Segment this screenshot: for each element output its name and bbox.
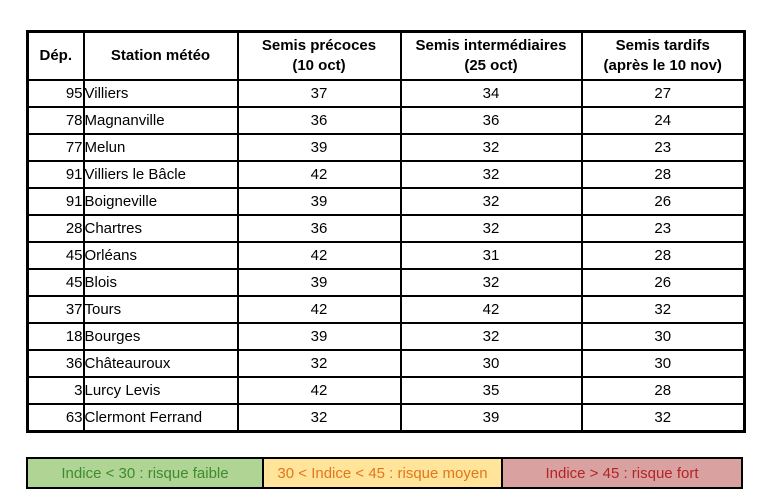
station-cell: Châteauroux [82, 349, 239, 378]
column-header-semis-tardifs-label: Semis tardifs [615, 37, 710, 54]
semis-precoces-cell: 42 [236, 376, 402, 405]
semis-precoces-cell: 39 [236, 133, 402, 162]
semis-tardifs-cell: 32 [580, 403, 746, 433]
station-cell: Melun [82, 133, 239, 162]
column-header-semis-intermediaires-sublabel: (25 oct) [464, 57, 518, 74]
semis-precoces-cell: 42 [236, 295, 402, 324]
semis-intermediaires-cell: 32 [399, 133, 583, 162]
semis-intermediaires-cell: 36 [399, 106, 583, 135]
semis-tardifs-cell: 28 [580, 160, 746, 189]
semis-intermediaires-cell: 35 [399, 376, 583, 405]
semis-precoces-cell: 42 [236, 241, 402, 270]
table-row: 78 Magnanville 36 36 24 [26, 106, 746, 135]
dep-cell: 37 [26, 295, 85, 324]
station-cell: Clermont Ferrand [82, 403, 239, 433]
semis-intermediaires-cell: 30 [399, 349, 583, 378]
table-row: 45 Orléans 42 31 28 [26, 241, 746, 270]
semis-tardifs-cell: 24 [580, 106, 746, 135]
table-row: 37 Tours 42 42 32 [26, 295, 746, 324]
table-row: 91 Boigneville 39 32 26 [26, 187, 746, 216]
station-cell: Blois [82, 268, 239, 297]
table-row: 36 Châteauroux 32 30 30 [26, 349, 746, 378]
semis-tardifs-cell: 23 [580, 133, 746, 162]
legend-item-risque-fort: Indice > 45 : risque fort [503, 457, 743, 489]
dep-cell: 45 [26, 268, 85, 297]
semis-precoces-cell: 42 [236, 160, 402, 189]
semis-tardifs-cell: 32 [580, 295, 746, 324]
table-row: 77 Melun 39 32 23 [26, 133, 746, 162]
semis-tardifs-cell: 23 [580, 214, 746, 243]
legend-item-risque-moyen: 30 < Indice < 45 : risque moyen [264, 457, 503, 489]
station-cell: Orléans [82, 241, 239, 270]
table-row: 18 Bourges 39 32 30 [26, 322, 746, 351]
column-header-dep: Dép. [26, 30, 85, 81]
semis-intermediaires-cell: 34 [399, 79, 583, 108]
risk-legend: Indice < 30 : risque faible 30 < Indice … [26, 457, 743, 489]
semis-intermediaires-cell: 31 [399, 241, 583, 270]
semis-precoces-cell: 37 [236, 79, 402, 108]
semis-tardifs-cell: 26 [580, 268, 746, 297]
semis-intermediaires-cell: 39 [399, 403, 583, 433]
column-header-semis-tardifs: Semis tardifs (après le 10 nov) [580, 30, 746, 81]
station-cell: Chartres [82, 214, 239, 243]
table-row: 28 Chartres 36 32 23 [26, 214, 746, 243]
semis-precoces-cell: 32 [236, 403, 402, 433]
column-header-dep-label: Dép. [39, 47, 72, 64]
semis-intermediaires-cell: 42 [399, 295, 583, 324]
semis-precoces-cell: 39 [236, 322, 402, 351]
dep-cell: 3 [26, 376, 85, 405]
semis-precoces-cell: 36 [236, 214, 402, 243]
semis-intermediaires-cell: 32 [399, 160, 583, 189]
table-row: 3 Lurcy Levis 42 35 28 [26, 376, 746, 405]
station-cell: Villiers [82, 79, 239, 108]
station-cell: Lurcy Levis [82, 376, 239, 405]
semis-tardifs-cell: 28 [580, 241, 746, 270]
table-row: 63 Clermont Ferrand 32 39 32 [26, 403, 746, 433]
station-cell: Tours [82, 295, 239, 324]
table-body: 95 Villiers 37 34 27 78 Magnanville 36 36 24 77 Mel… [26, 79, 746, 433]
semis-tardifs-cell: 27 [580, 79, 746, 108]
column-header-semis-precoces: Semis précoces (10 oct) [236, 30, 402, 81]
semis-tardifs-cell: 30 [580, 322, 746, 351]
column-header-semis-tardifs-sublabel: (après le 10 nov) [603, 57, 722, 74]
dep-cell: 95 [26, 79, 85, 108]
semis-precoces-cell: 39 [236, 268, 402, 297]
station-cell: Boigneville [82, 187, 239, 216]
semis-precoces-cell: 36 [236, 106, 402, 135]
table-row: 91 Villiers le Bâcle 42 32 28 [26, 160, 746, 189]
dep-cell: 36 [26, 349, 85, 378]
semis-intermediaires-cell: 32 [399, 322, 583, 351]
column-header-station: Station météo [82, 30, 239, 81]
column-header-semis-precoces-label: Semis précoces [261, 37, 377, 54]
dep-cell: 18 [26, 322, 85, 351]
dep-cell: 77 [26, 133, 85, 162]
semis-precoces-cell: 32 [236, 349, 402, 378]
semis-precoces-cell: 39 [236, 187, 402, 216]
station-cell: Villiers le Bâcle [82, 160, 239, 189]
column-header-semis-intermediaires: Semis intermédiaires (25 oct) [399, 30, 583, 81]
semis-intermediaires-cell: 32 [399, 187, 583, 216]
station-cell: Magnanville [82, 106, 239, 135]
semis-intermediaires-cell: 32 [399, 214, 583, 243]
table-header-row: Dép. Station météo Semis précoces (10 oc… [26, 30, 746, 81]
dep-cell: 45 [26, 241, 85, 270]
legend-item-risque-faible: Indice < 30 : risque faible [26, 457, 264, 489]
semis-tardifs-cell: 28 [580, 376, 746, 405]
column-header-semis-precoces-sublabel: (10 oct) [292, 57, 346, 74]
semis-tardifs-cell: 30 [580, 349, 746, 378]
semis-intermediaires-cell: 32 [399, 268, 583, 297]
column-header-station-label: Station météo [110, 47, 211, 64]
table-row: 45 Blois 39 32 26 [26, 268, 746, 297]
dep-cell: 63 [26, 403, 85, 433]
dep-cell: 91 [26, 160, 85, 189]
sowing-risk-table: Dép. Station météo Semis précoces (10 oc… [26, 30, 746, 433]
column-header-semis-intermediaires-label: Semis intermédiaires [415, 37, 567, 54]
station-cell: Bourges [82, 322, 239, 351]
dep-cell: 91 [26, 187, 85, 216]
semis-tardifs-cell: 26 [580, 187, 746, 216]
table-row: 95 Villiers 37 34 27 [26, 79, 746, 108]
dep-cell: 78 [26, 106, 85, 135]
dep-cell: 28 [26, 214, 85, 243]
